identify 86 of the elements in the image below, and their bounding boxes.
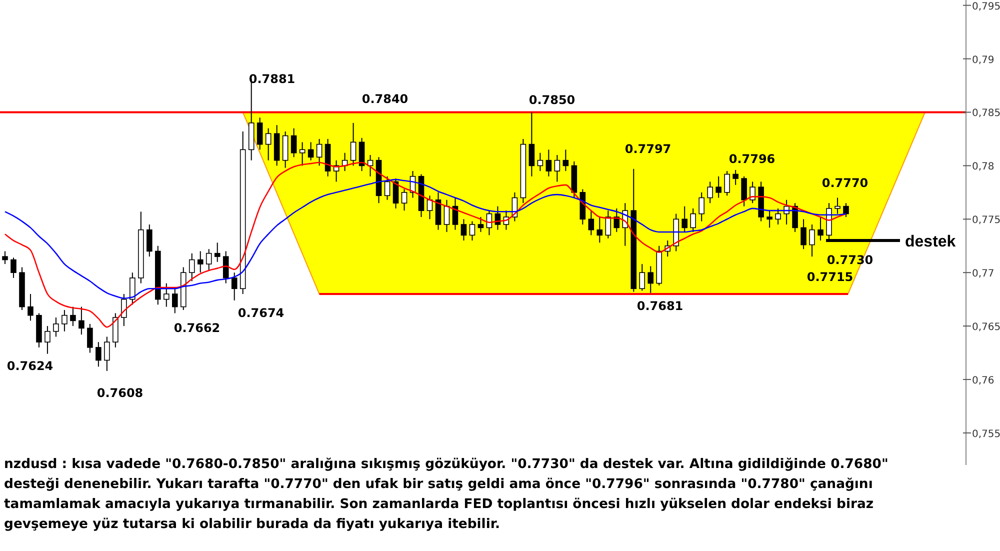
- candlestick: [401, 188, 408, 212]
- candlestick: [53, 316, 59, 338]
- candlestick: [750, 181, 756, 204]
- annotation: 0.7662: [174, 321, 220, 335]
- candlestick: [444, 199, 450, 232]
- ref-line-label: destek: [905, 234, 956, 251]
- candlestick: [316, 138, 322, 166]
- candlestick: [698, 192, 704, 222]
- candlestick: [265, 128, 272, 161]
- candlestick: [256, 117, 263, 150]
- candlestick: [197, 250, 204, 274]
- candlestick: [78, 306, 84, 336]
- candlestick: [809, 224, 815, 258]
- candlestick: [588, 210, 594, 236]
- candlestick: [121, 293, 127, 327]
- annotation: 0.7624: [6, 359, 54, 373]
- annotation: 0.7840: [362, 92, 408, 106]
- candlestick: [682, 206, 688, 232]
- y-tick-label: 0,785: [972, 108, 1000, 120]
- y-tick-label: 0,76: [972, 375, 994, 386]
- candlestick: [130, 272, 136, 306]
- y-tick-label: 0,765: [972, 322, 1000, 334]
- candlestick: [96, 342, 102, 368]
- candlestick: [741, 176, 747, 207]
- candlestick: [843, 202, 849, 218]
- candlestick: [528, 112, 535, 177]
- candlestick: [818, 216, 824, 242]
- candlestick: [2, 250, 8, 265]
- annotation: 0.7681: [636, 299, 684, 313]
- candlestick: [834, 197, 840, 214]
- candlestick: [537, 152, 544, 172]
- candlestick: [469, 220, 476, 242]
- candlestick: [724, 170, 730, 196]
- candlestick: [596, 216, 603, 244]
- candlestick: [478, 216, 484, 232]
- candlestick: [716, 176, 722, 198]
- candlestick: [614, 208, 620, 232]
- candlestick: [562, 149, 569, 172]
- candlestick: [299, 142, 306, 166]
- annotation: 0.7715: [806, 270, 854, 284]
- y-tick-label: 0,755: [972, 428, 1000, 440]
- annotation: 0.7881: [248, 72, 296, 86]
- candlestick: [28, 293, 34, 322]
- candlestick: [732, 169, 738, 186]
- candlestick: [546, 149, 552, 177]
- candlestick: [605, 210, 612, 239]
- candlestick: [70, 306, 76, 327]
- candlestick: [188, 252, 195, 282]
- candlestick: [104, 336, 110, 372]
- y-tick-label: 0,775: [972, 215, 1000, 226]
- candlestick: [690, 208, 696, 232]
- candlestick: [792, 202, 798, 232]
- annotation: 0.7797: [624, 142, 672, 156]
- annotation: 0.7796: [728, 152, 776, 166]
- candlestick: [164, 282, 170, 308]
- annotation: nzdusd : kısa vadede "0.7680-0.7850" aralığına sıkışmış gözüküyor. "0.7730" da destek var. Altına gidildiğinde 0.7680" desteği denenebilir. Yukarı tarafta "0.7770" den ufak bir satış geldi ama önce "0.7796" sonrasında "0.7780" çanağını tamamlamak amacıyla yukarıya tırmanabilir. Son zamanlarda FED toplantısı öncesi hızlı yükselen dolar endeksi biraz gevşemeye yüz tutarsa ki olabilir burada da fiyatı yukarıya itebilir.: [4, 456, 890, 534]
- annotation: 0.7608: [96, 386, 144, 400]
- candlestick: [44, 326, 50, 354]
- candlestick: [800, 218, 806, 250]
- y-tick-label: 0,77: [972, 268, 994, 280]
- candlestick: [214, 242, 220, 262]
- candlestick: [554, 154, 560, 182]
- candlestick: [308, 142, 314, 161]
- y-tick-label: 0,78: [972, 162, 994, 173]
- candlestick: [222, 250, 229, 284]
- candlestick: [87, 323, 93, 354]
- annotation: 0.7674: [238, 306, 284, 320]
- candlestick: [350, 122, 356, 166]
- candlestick: [766, 210, 772, 228]
- candlestick: [639, 264, 646, 292]
- candlestick: [648, 266, 654, 294]
- candlestick: [384, 176, 390, 200]
- candlestick: [775, 208, 781, 225]
- y-tick-label: 0,79: [972, 54, 994, 66]
- annotation: 0.7850: [528, 93, 576, 107]
- candlestick: [206, 248, 212, 271]
- candlestick: [460, 218, 467, 242]
- candlestick: [146, 224, 152, 258]
- candlestick: [62, 310, 68, 332]
- annotation: 0.7770: [822, 176, 868, 190]
- candlestick: [10, 257, 16, 278]
- candlestick: [707, 181, 713, 204]
- candlestick: [290, 128, 297, 158]
- candlestick: [231, 272, 238, 301]
- candlestick: [172, 288, 178, 314]
- y-tick-label: 0,795: [972, 1, 1000, 12]
